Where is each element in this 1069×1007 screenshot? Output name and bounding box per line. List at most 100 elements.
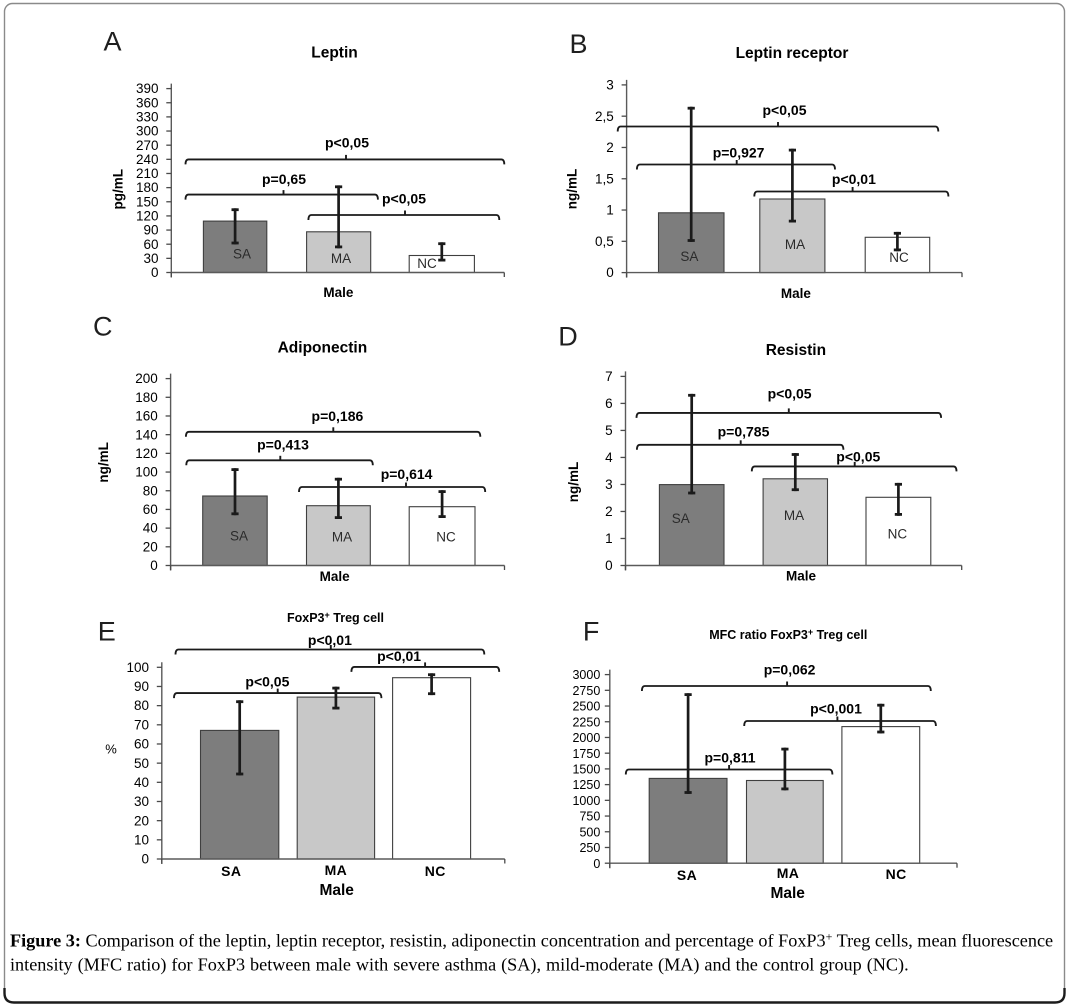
svg-text:ng/mL: ng/mL bbox=[96, 442, 111, 483]
svg-text:ng/mL: ng/mL bbox=[566, 462, 581, 503]
svg-text:Male: Male bbox=[319, 882, 354, 899]
svg-text:Male: Male bbox=[786, 569, 817, 584]
svg-text:20: 20 bbox=[134, 813, 149, 828]
svg-text:MFC ratio FoxP3+ Treg cell: MFC ratio FoxP3+ Treg cell bbox=[709, 627, 867, 642]
svg-text:Male: Male bbox=[781, 286, 812, 301]
svg-text:Figure 3: Comparison of the le: Figure 3: Comparison of the leptin, lept… bbox=[10, 930, 1053, 951]
svg-text:1: 1 bbox=[606, 203, 614, 218]
svg-text:MA: MA bbox=[785, 237, 805, 252]
svg-text:1,5: 1,5 bbox=[595, 171, 614, 186]
svg-text:p<0,05: p<0,05 bbox=[325, 135, 369, 151]
svg-text:0,5: 0,5 bbox=[595, 234, 614, 249]
svg-text:2000: 2000 bbox=[572, 731, 600, 745]
svg-text:intensity (MFC ratio) for FoxP: intensity (MFC ratio) for FoxP3 between … bbox=[10, 954, 909, 975]
svg-text:180: 180 bbox=[135, 390, 158, 405]
svg-text:NC: NC bbox=[417, 256, 437, 271]
svg-text:FoxP3+ Treg cell: FoxP3+ Treg cell bbox=[287, 610, 384, 625]
svg-text:MA: MA bbox=[784, 508, 804, 523]
svg-text:0: 0 bbox=[150, 558, 158, 573]
svg-text:p=0,413: p=0,413 bbox=[257, 437, 309, 453]
svg-text:F: F bbox=[583, 616, 600, 646]
svg-text:p=0,65: p=0,65 bbox=[262, 171, 306, 187]
svg-text:60: 60 bbox=[143, 502, 158, 517]
svg-text:2: 2 bbox=[605, 504, 613, 519]
svg-text:Male: Male bbox=[770, 885, 805, 902]
svg-text:10: 10 bbox=[134, 832, 149, 847]
svg-text:7: 7 bbox=[605, 369, 613, 384]
svg-text:2,5: 2,5 bbox=[595, 109, 614, 124]
svg-text:Adiponectin: Adiponectin bbox=[278, 340, 368, 357]
svg-text:Leptin: Leptin bbox=[311, 45, 358, 62]
svg-text:100: 100 bbox=[126, 660, 149, 675]
svg-text:1250: 1250 bbox=[572, 778, 600, 792]
svg-text:70: 70 bbox=[134, 717, 149, 732]
svg-text:210: 210 bbox=[136, 166, 159, 181]
svg-text:330: 330 bbox=[136, 110, 159, 125]
svg-text:Leptin receptor: Leptin receptor bbox=[736, 45, 849, 62]
svg-text:ng/mL: ng/mL bbox=[565, 169, 580, 210]
svg-text:p<0,05: p<0,05 bbox=[836, 448, 880, 464]
svg-text:2500: 2500 bbox=[572, 700, 600, 714]
svg-text:p<0,05: p<0,05 bbox=[245, 674, 289, 690]
svg-text:1750: 1750 bbox=[572, 747, 600, 761]
svg-text:0: 0 bbox=[605, 558, 613, 573]
svg-text:360: 360 bbox=[136, 95, 159, 110]
svg-text:90: 90 bbox=[143, 223, 158, 238]
svg-text:MA: MA bbox=[777, 865, 800, 881]
svg-text:180: 180 bbox=[136, 180, 159, 195]
svg-text:p<0,01: p<0,01 bbox=[308, 632, 352, 648]
svg-text:1000: 1000 bbox=[572, 794, 600, 808]
svg-text:140: 140 bbox=[135, 427, 158, 442]
svg-text:240: 240 bbox=[136, 152, 159, 167]
svg-text:1: 1 bbox=[605, 531, 613, 546]
svg-text:200: 200 bbox=[135, 371, 158, 386]
svg-text:SA: SA bbox=[221, 863, 241, 879]
svg-text:4: 4 bbox=[605, 450, 613, 465]
svg-text:3000: 3000 bbox=[572, 668, 600, 682]
svg-text:120: 120 bbox=[136, 209, 159, 224]
svg-text:p=0,785: p=0,785 bbox=[718, 424, 770, 440]
svg-text:500: 500 bbox=[579, 825, 600, 839]
svg-text:40: 40 bbox=[134, 775, 149, 790]
svg-text:p<0,01: p<0,01 bbox=[377, 648, 421, 664]
svg-text:250: 250 bbox=[579, 841, 600, 855]
svg-text:p=0,614: p=0,614 bbox=[381, 466, 433, 482]
svg-text:SA: SA bbox=[672, 511, 690, 526]
svg-text:750: 750 bbox=[579, 810, 600, 824]
svg-text:390: 390 bbox=[136, 81, 159, 96]
svg-text:SA: SA bbox=[677, 867, 697, 883]
svg-text:p=0,186: p=0,186 bbox=[312, 408, 364, 424]
svg-text:Resistin: Resistin bbox=[766, 342, 826, 359]
svg-text:160: 160 bbox=[135, 409, 158, 424]
svg-text:30: 30 bbox=[143, 251, 158, 266]
svg-text:2250: 2250 bbox=[572, 715, 600, 729]
svg-text:120: 120 bbox=[135, 446, 158, 461]
svg-text:0: 0 bbox=[606, 265, 614, 280]
svg-text:300: 300 bbox=[136, 124, 159, 139]
svg-text:p<0,05: p<0,05 bbox=[763, 102, 807, 118]
svg-text:0: 0 bbox=[151, 265, 159, 280]
svg-text:%: % bbox=[105, 741, 117, 756]
svg-text:90: 90 bbox=[134, 679, 149, 694]
svg-text:0: 0 bbox=[593, 857, 600, 871]
svg-text:SA: SA bbox=[233, 247, 251, 262]
svg-text:5: 5 bbox=[605, 423, 613, 438]
svg-text:3: 3 bbox=[605, 477, 613, 492]
svg-text:p=0,811: p=0,811 bbox=[705, 749, 756, 765]
svg-text:p=0,062: p=0,062 bbox=[764, 662, 816, 678]
svg-text:p<0,001: p<0,001 bbox=[810, 700, 862, 716]
svg-text:Male: Male bbox=[320, 569, 351, 584]
svg-text:MA: MA bbox=[325, 862, 348, 878]
svg-text:p<0,05: p<0,05 bbox=[382, 191, 426, 207]
svg-text:pg/mL: pg/mL bbox=[111, 169, 126, 210]
svg-text:E: E bbox=[98, 616, 116, 646]
svg-text:1500: 1500 bbox=[572, 763, 600, 777]
svg-text:SA: SA bbox=[680, 249, 698, 264]
svg-text:NC: NC bbox=[425, 863, 446, 879]
svg-text:C: C bbox=[93, 312, 113, 342]
svg-text:B: B bbox=[570, 29, 588, 59]
svg-text:6: 6 bbox=[605, 396, 613, 411]
svg-text:NC: NC bbox=[889, 250, 909, 265]
svg-text:NC: NC bbox=[886, 866, 907, 882]
svg-text:MA: MA bbox=[332, 530, 352, 545]
